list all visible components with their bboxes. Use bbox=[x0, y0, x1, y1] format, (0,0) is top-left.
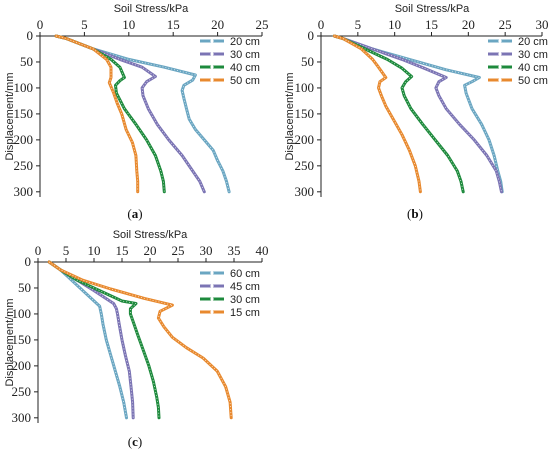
series-line-3 bbox=[54, 34, 166, 194]
panel-label: (c) bbox=[128, 434, 142, 449]
legend-label: 20 cm bbox=[518, 36, 548, 48]
y-tick-label: 50 bbox=[20, 54, 33, 69]
legend-label: 50 cm bbox=[230, 75, 260, 87]
y-axis-title: Displacement/mm bbox=[284, 72, 296, 160]
x-tick-label: 5 bbox=[81, 17, 88, 32]
legend-marker bbox=[210, 39, 214, 43]
x-tick-label: 20 bbox=[211, 17, 224, 32]
legend-label: 50 cm bbox=[518, 75, 548, 87]
y-tick-label: 250 bbox=[295, 158, 315, 173]
series-line-1 bbox=[332, 34, 504, 194]
y-tick-label: 0 bbox=[308, 28, 315, 43]
y-tick-label: 50 bbox=[301, 54, 314, 69]
legend-label: 40 cm bbox=[230, 62, 260, 74]
x-tick-label: 20 bbox=[462, 17, 475, 32]
y-tick-label: 100 bbox=[14, 80, 34, 95]
legend-label: 30 cm bbox=[230, 294, 260, 306]
series-line-texture-4 bbox=[334, 35, 421, 192]
x-tick-label: 35 bbox=[228, 243, 241, 258]
y-tick-label: 150 bbox=[12, 332, 32, 347]
y-tick-label: 300 bbox=[12, 410, 32, 425]
x-tick-label: 15 bbox=[116, 243, 129, 258]
legend-label: 40 cm bbox=[518, 62, 548, 74]
legend-marker bbox=[210, 297, 214, 301]
legend-label: 30 cm bbox=[518, 49, 548, 61]
x-tick-label: 25 bbox=[172, 243, 185, 258]
x-tick-label: 5 bbox=[355, 17, 362, 32]
y-tick-label: 200 bbox=[14, 132, 34, 147]
x-tick-label: 5 bbox=[63, 243, 70, 258]
x-tick-label: 0 bbox=[37, 17, 44, 32]
legend-marker bbox=[498, 65, 502, 69]
series-line-texture-2 bbox=[55, 35, 205, 192]
legend-marker bbox=[498, 39, 502, 43]
series-line-texture-1 bbox=[334, 35, 503, 192]
x-tick-label: 30 bbox=[536, 17, 549, 32]
legend-label: 60 cm bbox=[230, 268, 260, 280]
legend-marker bbox=[210, 310, 214, 314]
x-axis-title: Soil Stress/kPa bbox=[114, 3, 189, 15]
y-tick-label: 100 bbox=[12, 306, 32, 321]
legend-marker bbox=[498, 78, 502, 82]
panel-label: (a) bbox=[127, 206, 142, 221]
legend-marker bbox=[210, 78, 214, 82]
chart-panel-3: 0 5 10 15 20 25 30 35 40 0 50 100 150 200 250 300 Soil S… bbox=[4, 229, 269, 449]
legend-marker bbox=[498, 52, 502, 56]
series-line-texture-3 bbox=[334, 35, 464, 192]
series-line-texture-4 bbox=[55, 35, 139, 192]
series-line-texture-2 bbox=[334, 35, 502, 192]
x-axis-title: Soil Stress/kPa bbox=[395, 3, 470, 15]
legend-marker bbox=[210, 271, 214, 275]
x-tick-label: 10 bbox=[88, 243, 101, 258]
series-line-4 bbox=[47, 260, 233, 420]
legend-marker bbox=[210, 284, 214, 288]
y-axis-title: Displacement/mm bbox=[4, 72, 16, 160]
legend-label: 20 cm bbox=[230, 36, 260, 48]
x-tick-label: 15 bbox=[167, 17, 180, 32]
series-line-1 bbox=[54, 34, 231, 194]
y-tick-label: 150 bbox=[295, 106, 315, 121]
series-line-texture-1 bbox=[48, 261, 127, 418]
x-axis-title: Soil Stress/kPa bbox=[113, 229, 188, 241]
y-axis-title: Displacement/mm bbox=[4, 298, 16, 386]
x-tick-label: 20 bbox=[144, 243, 157, 258]
y-tick-label: 200 bbox=[12, 358, 32, 373]
series-line-texture-3 bbox=[48, 261, 160, 418]
y-tick-label: 100 bbox=[295, 80, 315, 95]
x-tick-label: 0 bbox=[35, 243, 42, 258]
x-tick-label: 30 bbox=[200, 243, 213, 258]
y-tick-label: 150 bbox=[14, 106, 34, 121]
y-tick-label: 250 bbox=[12, 384, 32, 399]
legend-label: 15 cm bbox=[230, 307, 260, 319]
legend-marker bbox=[210, 65, 214, 69]
y-tick-label: 0 bbox=[27, 28, 34, 43]
x-tick-label: 25 bbox=[499, 17, 512, 32]
y-tick-label: 200 bbox=[295, 132, 315, 147]
legend-label: 30 cm bbox=[230, 49, 260, 61]
legend-marker bbox=[210, 52, 214, 56]
panel-label: (b) bbox=[407, 206, 423, 221]
x-tick-label: 10 bbox=[122, 17, 135, 32]
y-tick-label: 50 bbox=[18, 280, 31, 295]
x-tick-label: 10 bbox=[388, 17, 401, 32]
y-tick-label: 250 bbox=[14, 158, 34, 173]
x-tick-label: 25 bbox=[256, 17, 269, 32]
legend-label: 45 cm bbox=[230, 281, 260, 293]
x-tick-label: 40 bbox=[256, 243, 269, 258]
y-tick-label: 300 bbox=[14, 184, 34, 199]
x-tick-label: 0 bbox=[318, 17, 325, 32]
x-tick-label: 15 bbox=[425, 17, 438, 32]
y-tick-label: 0 bbox=[25, 254, 32, 269]
series-line-texture-1 bbox=[55, 35, 230, 192]
y-tick-label: 300 bbox=[295, 184, 315, 199]
